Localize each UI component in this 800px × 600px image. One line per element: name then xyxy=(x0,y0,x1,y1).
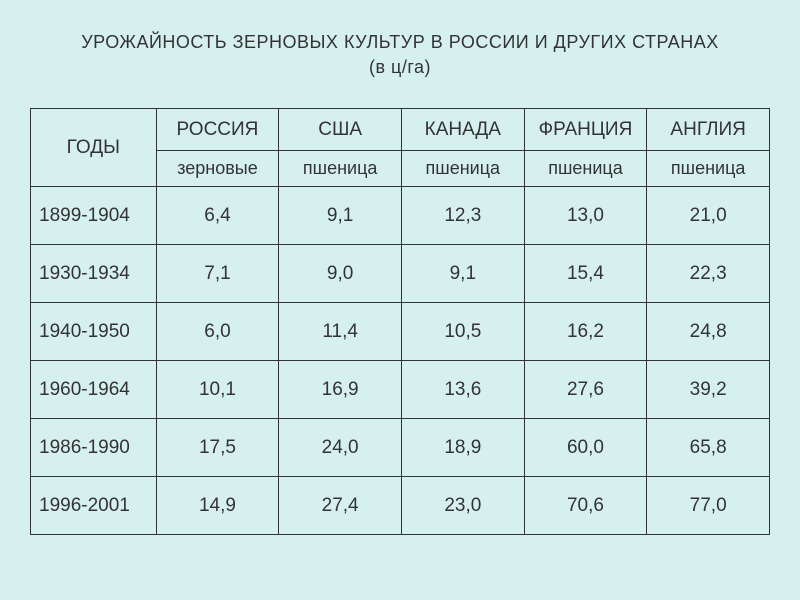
cell-value: 9,1 xyxy=(279,187,402,245)
cell-year: 1899-1904 xyxy=(31,187,157,245)
table-row: 1960-1964 10,1 16,9 13,6 27,6 39,2 xyxy=(31,361,770,419)
cell-value: 11,4 xyxy=(279,303,402,361)
cell-value: 12,3 xyxy=(401,187,524,245)
cell-value: 6,0 xyxy=(156,303,279,361)
cell-value: 77,0 xyxy=(647,477,770,535)
cell-value: 6,4 xyxy=(156,187,279,245)
cell-year: 1986-1990 xyxy=(31,419,157,477)
table-row: 1996-2001 14,9 27,4 23,0 70,6 77,0 xyxy=(31,477,770,535)
cell-value: 15,4 xyxy=(524,245,647,303)
cell-value: 10,1 xyxy=(156,361,279,419)
cell-value: 24,0 xyxy=(279,419,402,477)
cell-value: 13,0 xyxy=(524,187,647,245)
cell-value: 27,4 xyxy=(279,477,402,535)
header-usa: США xyxy=(279,109,402,151)
header-years: ГОДЫ xyxy=(31,109,157,187)
cell-value: 27,6 xyxy=(524,361,647,419)
header-canada: КАНАДА xyxy=(401,109,524,151)
header-russia: РОССИЯ xyxy=(156,109,279,151)
cell-value: 18,9 xyxy=(401,419,524,477)
header-france: ФРАНЦИЯ xyxy=(524,109,647,151)
cell-value: 9,0 xyxy=(279,245,402,303)
cell-value: 16,2 xyxy=(524,303,647,361)
subhead-usa: пшеница xyxy=(279,151,402,187)
cell-year: 1930-1934 xyxy=(31,245,157,303)
subhead-canada: пшеница xyxy=(401,151,524,187)
cell-value: 39,2 xyxy=(647,361,770,419)
subhead-england: пшеница xyxy=(647,151,770,187)
cell-value: 21,0 xyxy=(647,187,770,245)
subhead-france: пшеница xyxy=(524,151,647,187)
slide-container: УРОЖАЙНОСТЬ ЗЕРНОВЫХ КУЛЬТУР В РОССИИ И … xyxy=(0,0,800,600)
cell-year: 1960-1964 xyxy=(31,361,157,419)
table-header: ГОДЫ РОССИЯ США КАНАДА ФРАНЦИЯ АНГЛИЯ зе… xyxy=(31,109,770,187)
cell-value: 22,3 xyxy=(647,245,770,303)
cell-year: 1996-2001 xyxy=(31,477,157,535)
cell-value: 10,5 xyxy=(401,303,524,361)
slide-title: УРОЖАЙНОСТЬ ЗЕРНОВЫХ КУЛЬТУР В РОССИИ И … xyxy=(80,30,720,80)
cell-value: 13,6 xyxy=(401,361,524,419)
cell-value: 70,6 xyxy=(524,477,647,535)
cell-value: 9,1 xyxy=(401,245,524,303)
cell-value: 60,0 xyxy=(524,419,647,477)
cell-value: 16,9 xyxy=(279,361,402,419)
cell-value: 17,5 xyxy=(156,419,279,477)
table-row: 1940-1950 6,0 11,4 10,5 16,2 24,8 xyxy=(31,303,770,361)
cell-value: 7,1 xyxy=(156,245,279,303)
yield-table: ГОДЫ РОССИЯ США КАНАДА ФРАНЦИЯ АНГЛИЯ зе… xyxy=(30,108,770,535)
cell-value: 24,8 xyxy=(647,303,770,361)
table-row: 1899-1904 6,4 9,1 12,3 13,0 21,0 xyxy=(31,187,770,245)
subhead-russia: зерновые xyxy=(156,151,279,187)
header-england: АНГЛИЯ xyxy=(647,109,770,151)
table-row: 1986-1990 17,5 24,0 18,9 60,0 65,8 xyxy=(31,419,770,477)
cell-year: 1940-1950 xyxy=(31,303,157,361)
cell-value: 23,0 xyxy=(401,477,524,535)
cell-value: 14,9 xyxy=(156,477,279,535)
table-body: 1899-1904 6,4 9,1 12,3 13,0 21,0 1930-19… xyxy=(31,187,770,535)
table-row: 1930-1934 7,1 9,0 9,1 15,4 22,3 xyxy=(31,245,770,303)
cell-value: 65,8 xyxy=(647,419,770,477)
